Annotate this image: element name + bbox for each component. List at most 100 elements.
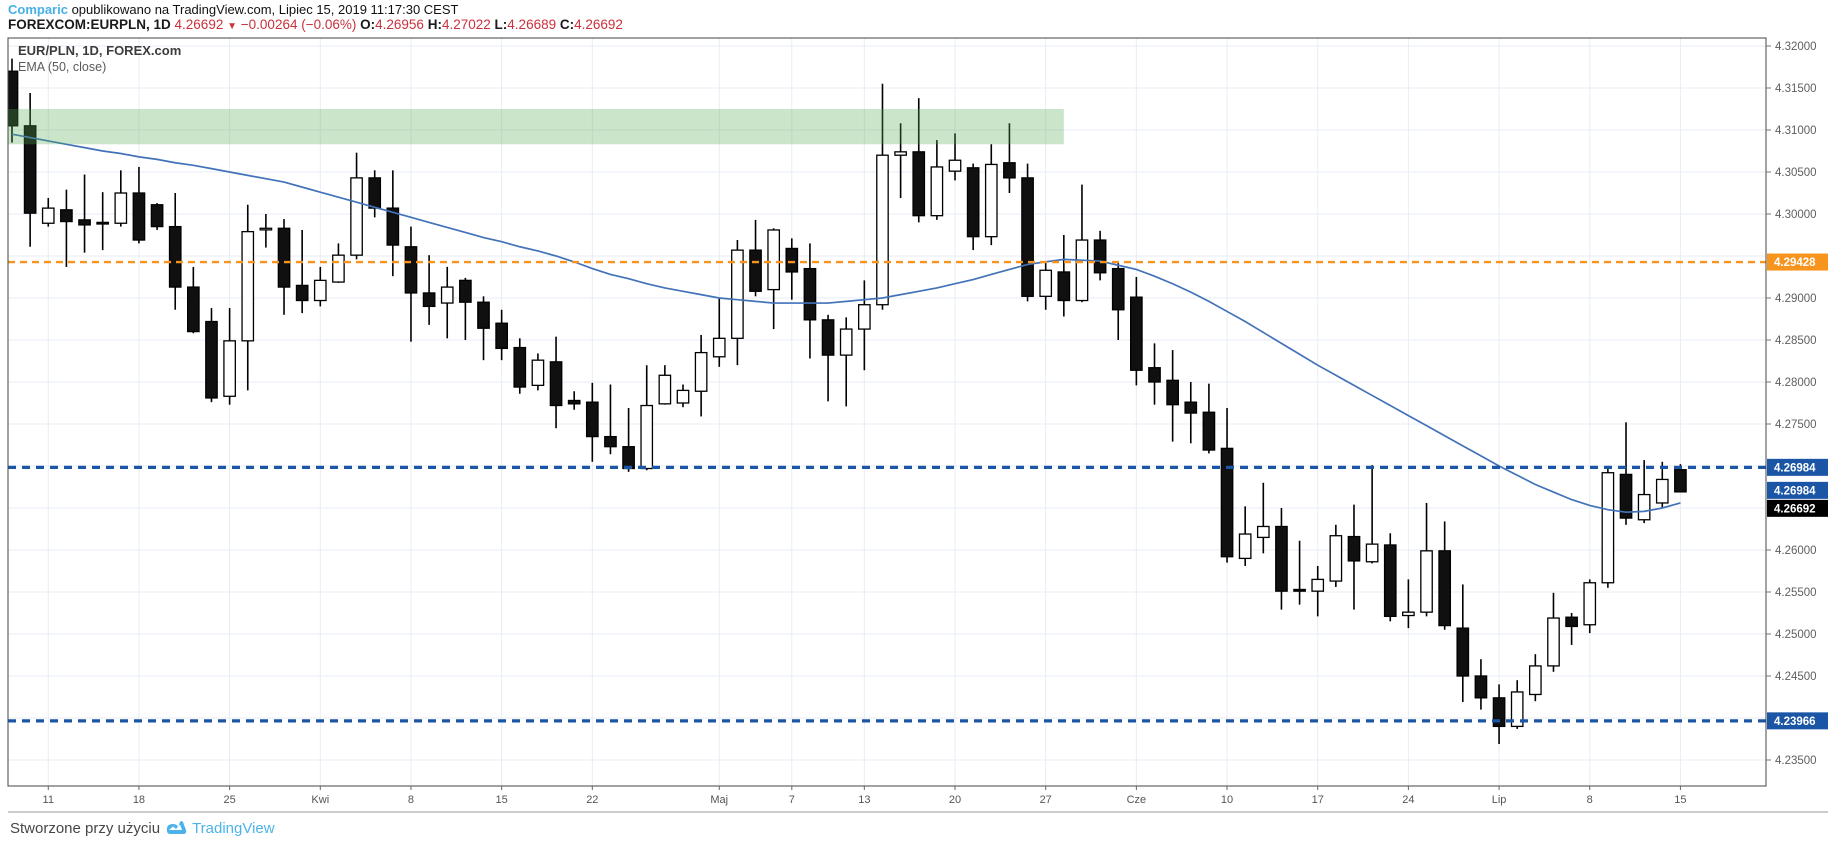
publish-info: Comparic opublikowano na TradingView.com… [8, 2, 458, 17]
price-level-label: 4.23966 [1767, 712, 1828, 730]
candle [495, 309, 508, 361]
watermark: Stworzone przy użyciu TradingView [10, 819, 275, 837]
svg-text:24: 24 [1402, 794, 1414, 806]
candle [1130, 277, 1143, 386]
svg-text:4.30000: 4.30000 [1775, 209, 1817, 221]
high-value: 4.27022 [441, 17, 491, 32]
open-label: O: [360, 17, 376, 32]
direction-down-icon: ▼ [227, 21, 238, 32]
svg-text:4.23500: 4.23500 [1775, 755, 1817, 767]
price-axis[interactable]: 4.32000 4.31500 4.31000 4.30500 4.30000 4.290… [1766, 41, 1828, 767]
candle [223, 308, 236, 405]
svg-text:10: 10 [1221, 794, 1233, 806]
candle [948, 133, 962, 181]
svg-text:11: 11 [43, 794, 54, 806]
candle [1547, 592, 1560, 672]
candle [1347, 504, 1361, 610]
price-level-label: 4.29428 [1767, 253, 1828, 271]
svg-text:8: 8 [1587, 794, 1593, 806]
candle [712, 298, 726, 367]
legend-indicator: EMA (50, close) [18, 60, 107, 74]
candle [1166, 350, 1179, 442]
svg-text:4.28500: 4.28500 [1775, 335, 1817, 347]
candle [876, 83, 889, 310]
candle [1528, 654, 1542, 702]
candle [821, 314, 835, 402]
candle [676, 384, 690, 408]
candle [1420, 502, 1433, 617]
candle [477, 296, 490, 361]
candle [1619, 422, 1633, 525]
svg-text:Maj: Maj [710, 794, 728, 806]
chart-legend: EUR/PLN, 1D, FOREX.com EMA (50, close) [18, 43, 181, 75]
high-label: H: [427, 17, 442, 32]
supply-zone[interactable] [8, 109, 1064, 145]
last-price: 4.26692 [174, 17, 224, 32]
plot-frame [7, 37, 1767, 787]
candle [1256, 482, 1270, 554]
candle [41, 198, 55, 227]
candle [1238, 506, 1252, 566]
candle [1293, 540, 1306, 605]
svg-text:4.29428: 4.29428 [1774, 257, 1816, 269]
candle [1311, 565, 1325, 617]
candle [60, 189, 73, 267]
svg-text:Cze: Cze [1127, 794, 1147, 806]
candle [549, 336, 563, 429]
candle [96, 192, 110, 251]
candle [168, 193, 182, 310]
candle [1365, 465, 1379, 564]
svg-text:4.26692: 4.26692 [1774, 503, 1816, 515]
candlestick-series [8, 58, 1687, 745]
candle [1111, 261, 1125, 340]
source-name: Comparic [8, 2, 68, 17]
svg-text:4.25500: 4.25500 [1775, 587, 1817, 599]
candle [1148, 343, 1161, 405]
candle [1275, 508, 1288, 610]
svg-text:4.24500: 4.24500 [1775, 671, 1817, 683]
candle [295, 229, 309, 314]
svg-text:4.27500: 4.27500 [1775, 419, 1817, 431]
candle [1202, 383, 1216, 454]
tradingview-link[interactable]: TradingView [192, 819, 275, 837]
close-label: C: [559, 17, 575, 32]
candle [966, 163, 980, 251]
candle [205, 308, 218, 403]
candle [23, 93, 37, 247]
svg-text:4.29000: 4.29000 [1775, 293, 1817, 305]
candle [1383, 533, 1397, 622]
candle [8, 58, 19, 143]
symbol-label: FOREXCOM:EURPLN, 1D [8, 17, 171, 32]
svg-text:4.31500: 4.31500 [1775, 83, 1817, 95]
candle [1021, 163, 1034, 302]
svg-text:Kwi: Kwi [311, 794, 329, 806]
low-value: 4.26689 [507, 17, 557, 32]
svg-text:13: 13 [858, 794, 870, 806]
candle [513, 338, 527, 394]
svg-text:Lip: Lip [1492, 794, 1507, 806]
candle [1184, 382, 1198, 444]
svg-text:4.26984: 4.26984 [1774, 462, 1816, 474]
svg-text:22: 22 [586, 794, 598, 806]
svg-text:4.28000: 4.28000 [1775, 377, 1817, 389]
candle [1601, 466, 1615, 588]
candle [857, 280, 871, 371]
candle [531, 353, 545, 391]
candle [1039, 261, 1053, 310]
candle [1438, 521, 1452, 630]
svg-text:8: 8 [408, 794, 414, 806]
candle [1565, 613, 1578, 645]
price-level-label: 4.26984 [1767, 481, 1828, 499]
svg-text:18: 18 [133, 794, 145, 806]
svg-text:25: 25 [223, 794, 235, 806]
ema50-line [11, 133, 1681, 514]
date-axis[interactable]: 11 18 25 Kwi 8 15 22 Maj 7 13 20 27 Cze 10 17 24 Lip 8 15 [43, 786, 1687, 806]
candle [350, 152, 363, 260]
candle [585, 382, 599, 462]
candle [114, 170, 128, 227]
candle [368, 170, 382, 218]
svg-text:7: 7 [789, 794, 795, 806]
svg-text:4.26000: 4.26000 [1775, 545, 1817, 557]
